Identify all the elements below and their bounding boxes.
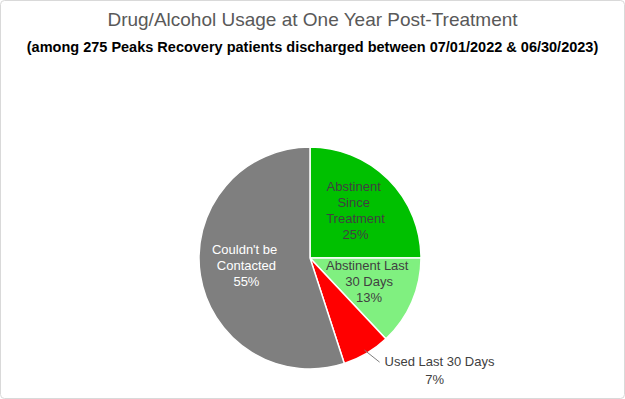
slice-label: Used Last 30 Days [385,354,495,369]
pie [199,147,421,369]
pie-slice [310,147,421,258]
slice-label: Abstinent Last 30 Days [326,258,412,289]
slice-value-label: 7% [425,372,444,387]
text-line: Treatment [326,211,385,226]
subtitle: (among 275 Peaks Recovery patients disch… [27,39,599,55]
pie-slice [199,147,344,369]
leader-line [364,350,379,362]
title: Drug/Alcohol Usage at One Year Post-Trea… [107,9,518,30]
slice-label: Couldn't be Contacted [212,242,281,273]
text-line: Couldn't be [212,242,281,257]
slice-value-label: 13% [356,290,382,305]
text-line: 30 Days [345,274,393,289]
text-line: Contacted [217,258,276,273]
data-labels: Abstinent Since Treatment25% Abstinent La… [212,179,495,387]
chart-border [1,1,625,399]
text-line: Since [337,195,373,210]
text-line: (among 275 Peaks Recovery patients disch… [27,39,599,55]
slice-label: Abstinent Since Treatment [326,179,385,226]
slice-value-label: 55% [233,274,259,289]
slice-value-label: 25% [343,227,369,242]
text-line: Abstinent [327,179,385,194]
text-line: Abstinent Last [326,258,412,273]
chart: Drug/Alcohol Usage at One Year Post-Trea… [0,0,625,399]
